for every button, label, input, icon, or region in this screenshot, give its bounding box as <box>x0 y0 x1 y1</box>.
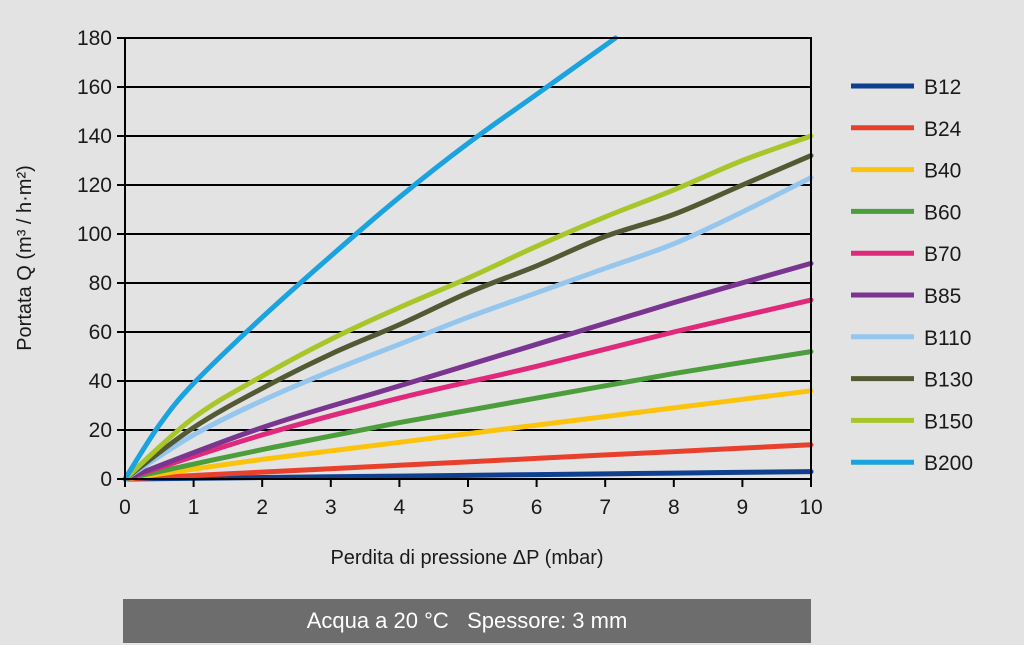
legend-label: B200 <box>924 452 973 475</box>
y-tick-label: 80 <box>89 272 112 295</box>
series-line-b110 <box>122 175 814 482</box>
y-tick-label: 0 <box>100 468 112 491</box>
chart: 0 20 40 60 80 100 120 140 160 180 0 1 2 3 4 5 6 7 8 9 10 Por… <box>14 27 973 569</box>
footer-caption: Acqua a 20 °C Spessore: 3 mm <box>306 608 628 633</box>
y-tick-label: 20 <box>89 419 112 442</box>
x-tick-label: 3 <box>325 496 337 519</box>
y-axis-title: Portata Q (m³ / h·m²) <box>14 165 36 351</box>
x-tick-label: 7 <box>599 496 611 519</box>
series-line-b70 <box>122 297 814 482</box>
y-tick-label: 180 <box>77 27 112 50</box>
legend-label: B24 <box>924 118 962 141</box>
y-tick-label: 160 <box>77 76 112 99</box>
y-tick-label: 140 <box>77 125 112 148</box>
legend-label: B70 <box>924 243 961 266</box>
x-tick-label: 10 <box>799 496 822 519</box>
legend-label: B150 <box>924 410 973 433</box>
x-tick-label: 2 <box>256 496 268 519</box>
x-tick-label: 1 <box>188 496 200 519</box>
x-tick-label: 6 <box>531 496 543 519</box>
x-axis-title: Perdita di pressione ΔP (mbar) <box>330 547 603 569</box>
x-tick-label: 4 <box>394 496 406 519</box>
x-tick-label: 5 <box>462 496 474 519</box>
series-lines <box>122 35 814 482</box>
legend: B12 B24 B40 B60 B70 B85 B110 B130 B150 B200 <box>851 76 973 475</box>
legend-label: B85 <box>924 285 961 308</box>
legend-label: B130 <box>924 369 973 392</box>
series-line-b24 <box>122 442 814 482</box>
x-tick-label: 0 <box>119 496 131 519</box>
y-tick-label: 100 <box>77 223 112 246</box>
legend-label: B60 <box>924 201 961 224</box>
series-line-b60 <box>122 349 814 482</box>
legend-label: B40 <box>924 160 961 183</box>
footer-caption-bar: Acqua a 20 °C Spessore: 3 mm <box>123 599 811 643</box>
series-line-b40 <box>122 388 814 482</box>
x-tick-label: 9 <box>737 496 749 519</box>
y-tick-label: 40 <box>89 370 112 393</box>
y-tick-label: 120 <box>77 174 112 197</box>
tick-labels: 0 20 40 60 80 100 120 140 160 180 0 1 2 3 4 5 6 7 8 9 10 <box>77 27 823 519</box>
series-line-b150 <box>122 133 814 482</box>
series-line-b12 <box>122 469 814 482</box>
series-line-b130 <box>122 153 814 482</box>
y-tick-label: 60 <box>89 321 112 344</box>
legend-label: B110 <box>924 327 972 350</box>
series-line-b85 <box>122 260 814 482</box>
x-tick-label: 8 <box>668 496 680 519</box>
legend-label: B12 <box>924 76 961 99</box>
series-line-b200 <box>122 35 618 482</box>
